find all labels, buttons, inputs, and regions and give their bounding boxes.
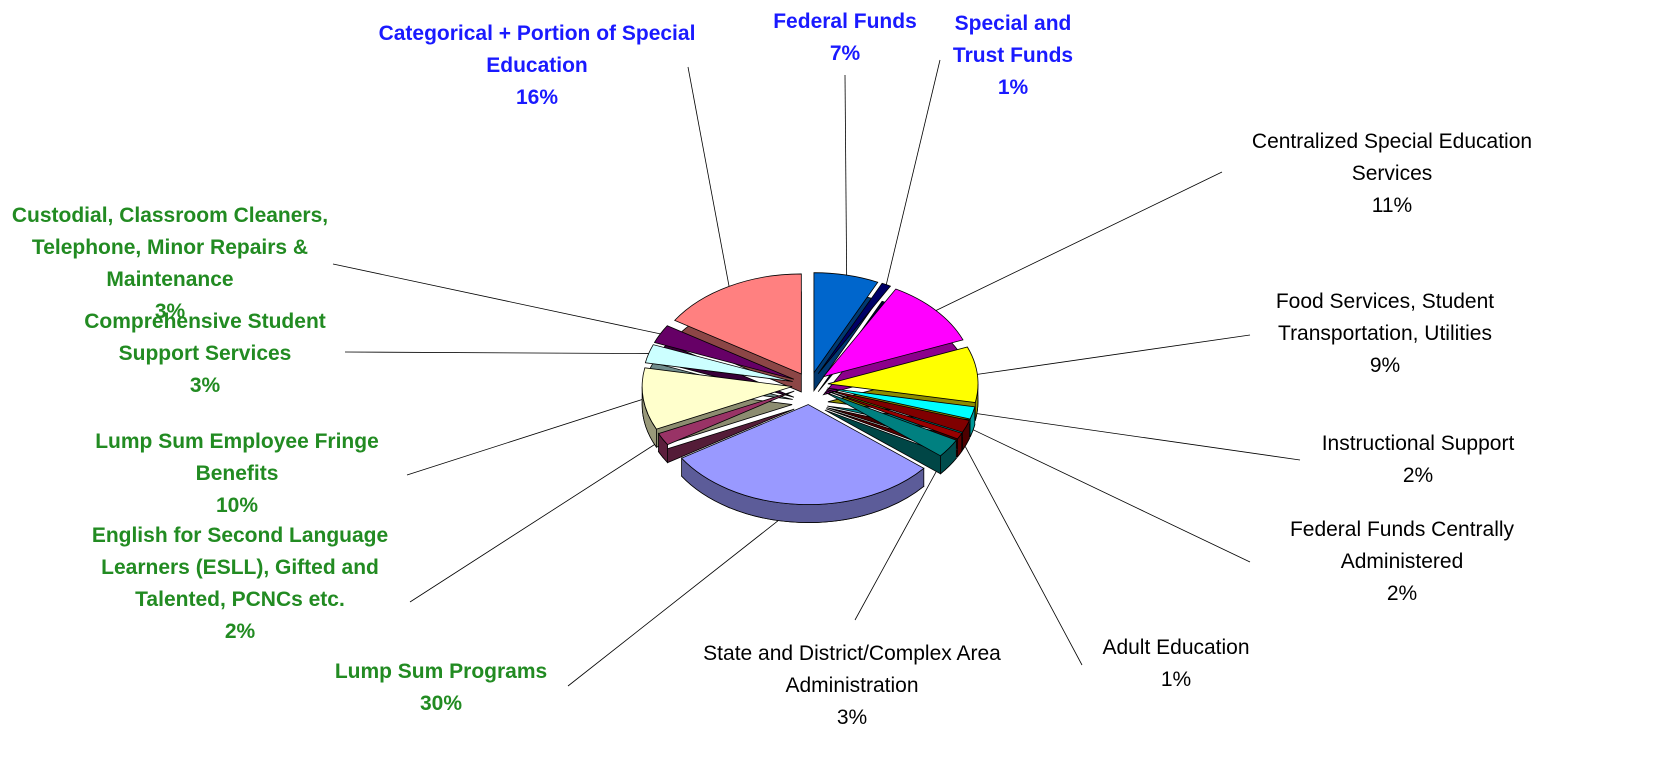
leader-line (885, 59, 941, 285)
slice-value: 3% (189, 374, 221, 397)
slice-name: Federal Funds (773, 10, 917, 33)
slice-value: 10% (215, 494, 259, 517)
slice-name: Lump Sum Employee Fringe Benefits (95, 430, 379, 485)
slice-value: 2% (224, 620, 256, 643)
slice-top (817, 282, 892, 375)
slice-top (653, 325, 795, 380)
slice-value: 9% (1369, 354, 1401, 377)
leader-line (959, 435, 1083, 666)
slice-label: State and District/Complex Area Administ… (692, 638, 1012, 734)
leader-line (344, 351, 649, 354)
slice-label: Federal Funds Centrally Administered 2% (1252, 514, 1552, 610)
slice-name: Adult Education (1102, 636, 1250, 659)
slice-top (813, 272, 879, 374)
leader-line (567, 504, 800, 687)
leader-line (854, 448, 950, 621)
slice-value: 3% (154, 300, 186, 323)
slice-name: Categorical + Portion of Special Educati… (378, 22, 696, 77)
slice-name: English for Second Language Learners (ES… (91, 524, 389, 611)
slice-label: Instructional Support 2% (1288, 428, 1548, 492)
slice-value: 2% (1386, 582, 1418, 605)
slice-top (827, 387, 976, 420)
slice-label: English for Second Language Learners (ES… (70, 520, 410, 648)
slice-name: Custodial, Classroom Cleaners, Telephone… (11, 204, 329, 291)
slice-name: Food Services, Student Transportation, U… (1275, 290, 1495, 345)
slice-value: 3% (836, 706, 868, 729)
slice-name: State and District/Complex Area Administ… (703, 642, 1001, 697)
slice-label: Categorical + Portion of Special Educati… (377, 18, 697, 114)
slice-top (657, 390, 795, 446)
slice-name: Lump Sum Programs (334, 660, 548, 683)
slice-label: Lump Sum Employee Fringe Benefits 10% (67, 426, 407, 522)
slice-label: Special and Trust Funds 1% (933, 8, 1093, 104)
slice-label: Federal Funds 7% (745, 6, 945, 70)
slice-top (824, 391, 958, 457)
slice-value: 30% (419, 692, 463, 715)
slice-top (826, 389, 970, 433)
slice (673, 273, 802, 393)
slice-value: 7% (829, 42, 861, 65)
leader-line (966, 426, 1251, 563)
leader-line (687, 66, 730, 287)
slice-value: 1% (1160, 668, 1192, 691)
slice-top (822, 288, 964, 378)
leader-line (409, 438, 663, 603)
slice-label: Centralized Special Education Services 11… (1222, 126, 1562, 222)
slice-name: Comprehensive Student Support Services (84, 310, 326, 365)
slice-top (825, 390, 963, 440)
slice-top (644, 344, 793, 382)
leader-line (406, 398, 644, 476)
slice-value: 16% (515, 86, 559, 109)
slice-label: Food Services, Student Transportation, U… (1235, 286, 1535, 382)
leader-line (332, 263, 661, 335)
leader-line (935, 171, 1223, 311)
slice-value: 1% (997, 76, 1029, 99)
slice (657, 390, 795, 464)
slice-top (673, 273, 802, 375)
slice-value: 2% (1402, 464, 1434, 487)
slice-label: Custodial, Classroom Cleaners, Telephone… (0, 200, 340, 328)
slice (824, 391, 958, 475)
leader-line (844, 74, 848, 276)
slice-name: Instructional Support (1321, 432, 1515, 455)
slice-top (641, 367, 793, 430)
slice-name: Federal Funds Centrally Administered (1289, 518, 1515, 573)
slice-label: Lump Sum Programs 30% (301, 656, 581, 720)
slice-top (680, 404, 925, 505)
slice-value: 11% (1371, 194, 1413, 217)
slice-label: Comprehensive Student Support Services 3% (55, 306, 355, 402)
slice (680, 404, 925, 523)
slice-label: Adult Education 1% (1066, 632, 1286, 696)
leader-line (972, 412, 1301, 461)
slice-top (827, 346, 979, 403)
slice-name: Special and Trust Funds (952, 12, 1074, 67)
leader-line (977, 334, 1251, 375)
slice-name: Centralized Special Education Services (1251, 130, 1533, 185)
slice (822, 288, 964, 396)
